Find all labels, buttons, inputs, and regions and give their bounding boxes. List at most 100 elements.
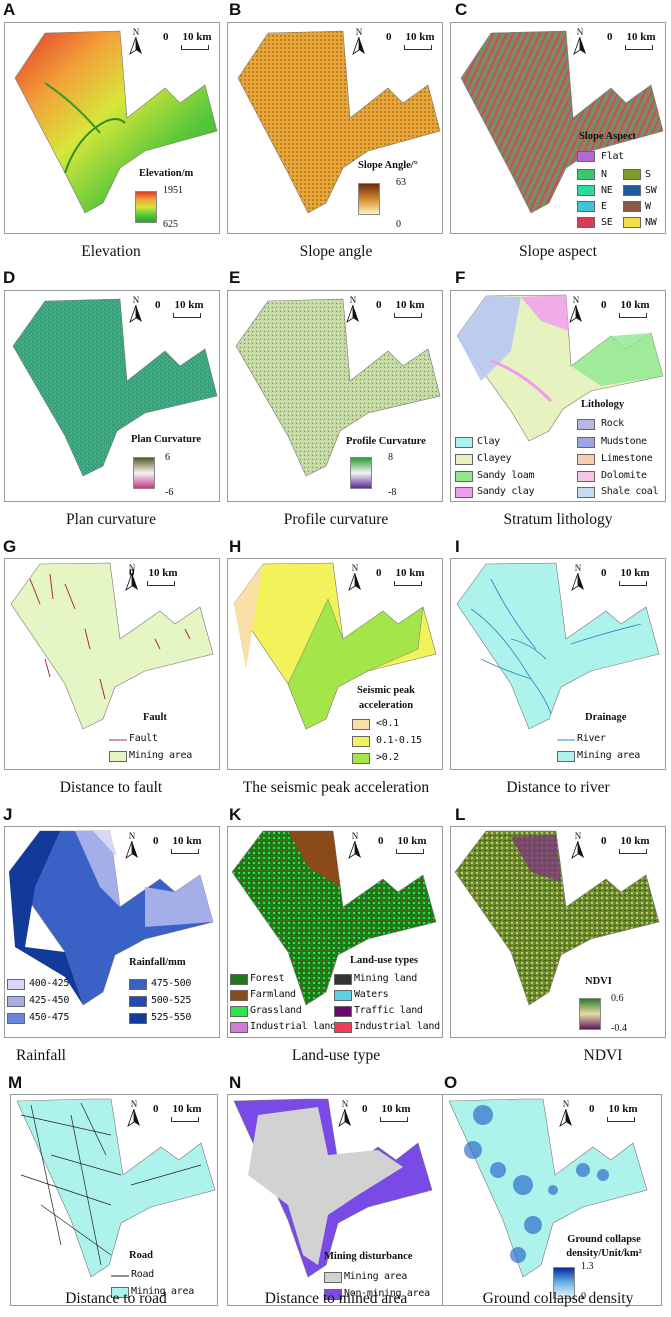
panel-letter-d: D — [3, 268, 16, 287]
legend-swatch — [7, 996, 25, 1007]
river-line-icon — [557, 739, 575, 741]
legend-label: Shale coal — [601, 486, 659, 497]
panel-letter-n: N — [229, 1073, 242, 1092]
ndvi-map-area — [454, 830, 660, 1006]
legend-label: Industrial land — [354, 1021, 440, 1032]
legend-title: Elevation/m — [139, 168, 194, 179]
legend-title: Ground collapse density/Unit/km² — [566, 1234, 642, 1259]
seismic-map-area — [233, 562, 437, 730]
north-arrow-icon: N — [129, 27, 143, 60]
legend-label: E — [601, 201, 607, 212]
legend-swatch — [230, 1006, 248, 1017]
scale-bar: 0 10 km — [155, 299, 204, 318]
ramp-max: 6 — [165, 452, 170, 463]
aspect-map-area — [460, 30, 664, 214]
legend-swatch — [455, 437, 473, 448]
north-arrow-icon: N — [129, 295, 143, 328]
panel-letter-k: K — [229, 805, 242, 824]
collapse-density-map-area — [448, 1098, 648, 1278]
elevation-ramp — [135, 191, 157, 223]
panel-letter-c: C — [455, 0, 468, 19]
north-arrow-icon: N — [571, 563, 585, 596]
road-map-area — [16, 1098, 216, 1278]
legend-label: Mining area — [344, 1271, 407, 1282]
panel-f-lithology-map: N 0 10 km Lithology Rock Clay Mudstone Cl… — [450, 290, 666, 502]
caption-f: Stratum lithology — [503, 511, 613, 528]
legend-swatch — [577, 454, 595, 465]
legend-label: NE — [601, 185, 613, 196]
north-arrow-icon: N — [127, 1099, 141, 1132]
legend-swatch — [324, 1289, 342, 1300]
scale-bar: 0 10 km — [386, 31, 435, 50]
scale-bar: 0 10 km — [129, 567, 178, 586]
panel-b-slope-map: N 0 10 km Slope Angle/° 63 0 — [227, 22, 443, 234]
legend-swatch — [577, 217, 595, 228]
legend-title: Land-use types — [350, 955, 418, 966]
legend-label: Clay — [477, 436, 500, 447]
scale-bar: 0 10 km — [362, 1103, 411, 1122]
legend-title: Slope Aspect — [579, 131, 636, 142]
panel-letter-a: A — [3, 0, 16, 19]
north-arrow-icon: N — [338, 1099, 352, 1132]
caption-k: Land-use type — [291, 1047, 381, 1064]
scale-bar: 0 10 km — [601, 835, 650, 854]
legend-swatch — [577, 201, 595, 212]
legend-swatch — [577, 169, 595, 180]
plan-curvature-ramp — [133, 457, 155, 489]
landuse-map-area — [231, 830, 437, 1006]
profile-curvature-map-area — [235, 298, 441, 477]
legend-label: SE — [601, 217, 613, 228]
scale-bar: 0 10 km — [589, 1103, 638, 1122]
collapse-density-ramp — [553, 1267, 575, 1299]
caption-a: Elevation — [81, 243, 141, 260]
panel-m-road-map: N 0 10 km Road Road Mining area — [10, 1094, 218, 1306]
legend-label: Dolomite — [601, 470, 647, 481]
legend-label: Road — [131, 1269, 154, 1280]
legend-label: 450-475 — [29, 1012, 70, 1023]
legend-swatch — [577, 437, 595, 448]
legend-swatch — [352, 736, 370, 747]
ramp-min: 0 — [581, 1291, 586, 1302]
legend-label: Mining area — [577, 750, 640, 761]
slope-ramp — [358, 183, 380, 215]
fault-line-icon — [109, 739, 127, 741]
panel-letter-j: J — [3, 805, 13, 824]
legend-title: Seismic peak acceleration — [356, 685, 416, 711]
legend-swatch — [334, 1022, 352, 1033]
legend-title: Rainfall/mm — [129, 957, 186, 968]
legend-label: River — [577, 733, 606, 744]
legend-title: Profile Curvature — [346, 436, 426, 447]
legend-label: Non-mining area — [344, 1288, 430, 1299]
ramp-max: 1.3 — [581, 1261, 594, 1272]
legend-label: Mining area — [129, 750, 192, 761]
ndvi-ramp — [579, 998, 601, 1030]
north-arrow-icon: N — [125, 563, 139, 596]
panel-i-drainage-map: N 0 10 km Drainage River Mining area — [450, 558, 666, 770]
legend-swatch — [623, 201, 641, 212]
scale-bar: 0 10 km — [376, 299, 425, 318]
caption-o: Ground collapse density — [482, 1290, 634, 1307]
legend-swatch — [129, 1013, 147, 1024]
legend-label: Limestone — [601, 453, 653, 464]
legend-swatch — [577, 185, 595, 196]
legend-swatch — [230, 974, 248, 985]
panel-c-aspect-map: N 0 10 km Slope Aspect Flat N S NE SW E W… — [450, 22, 666, 234]
north-arrow-icon: N — [559, 1099, 573, 1132]
north-arrow-icon: N — [352, 27, 366, 60]
panel-letter-l: L — [455, 805, 466, 824]
scale-bar: 0 10 km — [378, 835, 427, 854]
legend-label: SW — [645, 185, 657, 196]
fault-map-area — [10, 562, 214, 730]
legend-swatch — [324, 1272, 342, 1283]
panel-letter-b: B — [229, 0, 242, 19]
legend-swatch — [623, 185, 641, 196]
legend-swatch — [577, 419, 595, 430]
legend-title: Slope Angle/° — [358, 160, 418, 171]
panel-letter-h: H — [229, 537, 242, 556]
legend-swatch — [577, 151, 595, 162]
legend-swatch — [7, 979, 25, 990]
legend-label: Farmland — [250, 989, 296, 1000]
legend-label: Grassland — [250, 1005, 302, 1016]
legend-label: Clayey — [477, 453, 512, 464]
rainfall-map-area — [8, 830, 214, 1006]
